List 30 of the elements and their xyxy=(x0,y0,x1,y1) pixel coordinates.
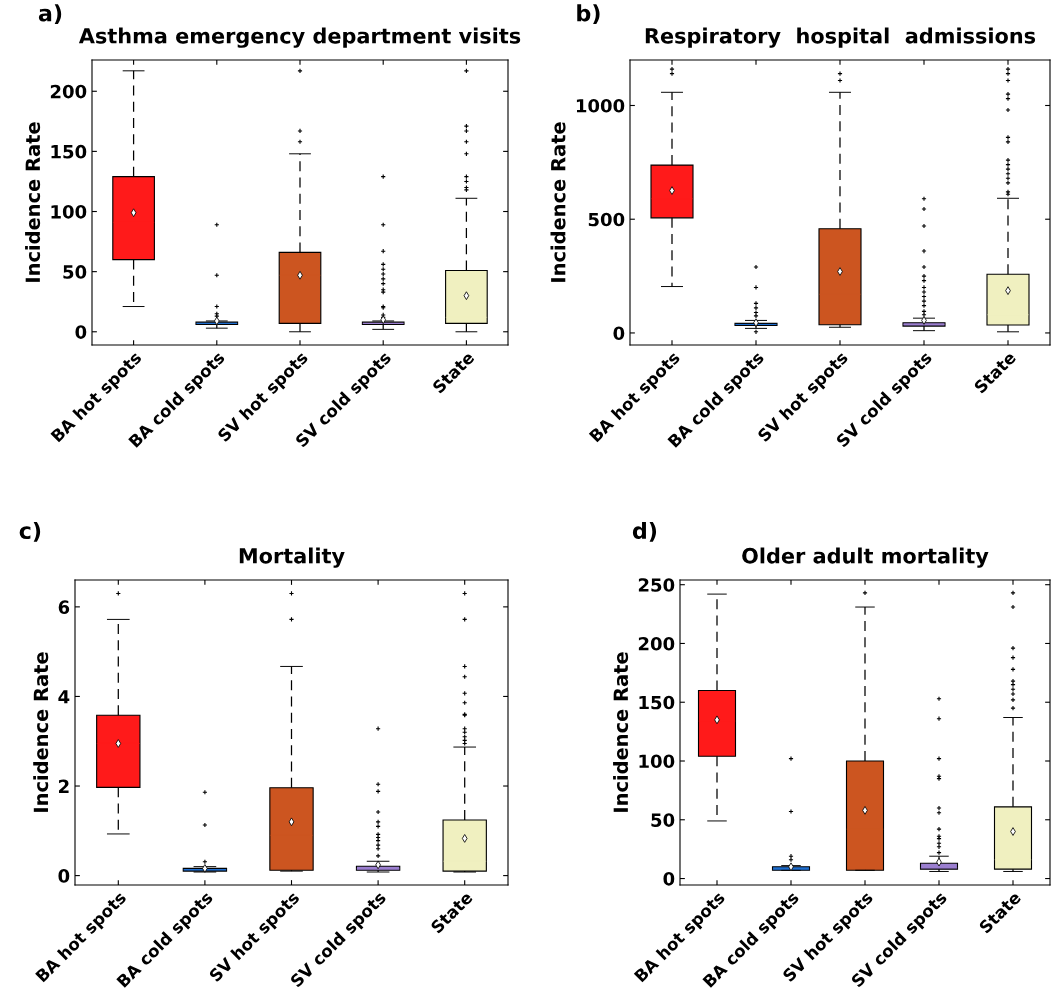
text: a) xyxy=(38,4,62,25)
y-tick-label: 0 xyxy=(58,869,70,883)
text: b) xyxy=(577,4,600,25)
y-tick-label: 0 xyxy=(613,326,625,341)
y-tick-label: 50 xyxy=(63,265,87,279)
y-axis-title: Incidence Rate xyxy=(25,122,41,282)
y-tick-label: 0 xyxy=(663,871,675,886)
y-tick-label: 250 xyxy=(638,578,675,592)
y-axis-title: Incidence Rate xyxy=(613,652,629,812)
y-tick-label: 50 xyxy=(651,813,675,827)
y-axis-title: Incidence Rate xyxy=(550,122,566,282)
y-tick-label: 500 xyxy=(588,212,625,227)
y-tick-label: 200 xyxy=(50,84,87,99)
y-tick-label: 200 xyxy=(638,636,675,651)
y-tick-label: 0 xyxy=(75,325,87,339)
text: d) xyxy=(632,521,657,542)
chart-title: Older adult mortality xyxy=(742,547,989,568)
y-axis-title: Incidence Rate xyxy=(33,652,49,812)
y-tick-label: 2 xyxy=(59,779,69,793)
y-tick-label: 6 xyxy=(58,600,70,614)
y-tick-label: 4 xyxy=(58,690,70,704)
chart-title: Mortality xyxy=(239,547,345,568)
y-tick-label: 100 xyxy=(51,204,87,219)
y-tick-label: 100 xyxy=(639,754,675,769)
chart-title: Asthma emergency department visits xyxy=(78,27,521,48)
text: c) xyxy=(19,521,41,542)
y-tick-label: 150 xyxy=(639,695,675,710)
chart-title: Respiratory hospital admissions xyxy=(645,27,1036,48)
y-tick-label: 150 xyxy=(51,144,87,159)
y-tick-label: 1000 xyxy=(576,98,625,113)
